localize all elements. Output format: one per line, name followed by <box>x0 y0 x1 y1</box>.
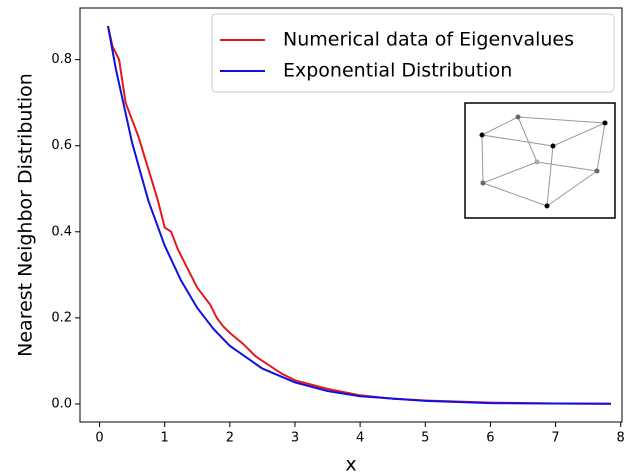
y-tick-label: 0.0 <box>51 396 72 411</box>
edge <box>546 170 598 207</box>
edge <box>546 145 554 207</box>
edge <box>536 161 598 172</box>
x-tick-label: 4 <box>356 431 364 446</box>
legend-label: Numerical data of Eigenvalues <box>283 29 574 51</box>
y-tick-label: 0.4 <box>51 224 72 239</box>
x-tick-label: 1 <box>161 431 169 446</box>
node <box>550 143 556 149</box>
edge <box>481 116 519 136</box>
edge <box>481 134 484 184</box>
edge <box>552 122 606 147</box>
x-tick-label: 3 <box>291 431 299 446</box>
x-tick-label: 5 <box>421 431 429 446</box>
y-tick-label: 0.6 <box>51 138 72 153</box>
node <box>602 120 608 126</box>
legend: Numerical data of Eigenvalues Exponential… <box>211 13 615 93</box>
node <box>515 114 521 120</box>
edge <box>481 134 554 147</box>
node <box>480 180 486 186</box>
x-tick-label: 0 <box>95 431 103 446</box>
edge <box>596 122 606 172</box>
x-tick-label: 8 <box>617 431 625 446</box>
data-line <box>107 25 611 405</box>
x-tick-label: 2 <box>226 431 234 446</box>
y-tick-label: 0.2 <box>51 310 72 325</box>
inset-graph <box>464 102 616 219</box>
edge <box>517 116 538 163</box>
legend-label: Exponential Distribution <box>283 60 512 82</box>
node <box>479 132 485 138</box>
node <box>534 159 540 165</box>
edge <box>482 161 538 184</box>
plot-frame <box>79 7 623 423</box>
legend-box <box>211 13 615 93</box>
edge <box>517 116 606 124</box>
x-axis-label: x <box>345 454 356 475</box>
x-tick-label: 7 <box>551 431 559 446</box>
node <box>544 203 550 209</box>
inset-frame <box>464 102 616 219</box>
y-axis-label: Nearest Neighbor Distribution <box>15 73 37 357</box>
edge <box>482 182 548 207</box>
y-tick-label: 0.8 <box>51 52 72 67</box>
node <box>594 168 600 174</box>
x-tick-label: 6 <box>486 431 494 446</box>
data-line <box>107 25 611 405</box>
